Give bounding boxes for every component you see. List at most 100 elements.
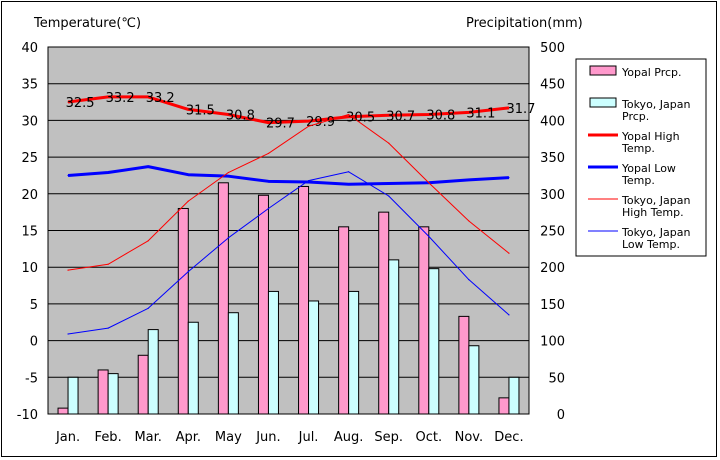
line-point — [107, 263, 109, 265]
line-point — [348, 183, 350, 185]
line-point — [107, 96, 109, 98]
legend-label: Temp. — [621, 142, 655, 155]
bar — [348, 290, 360, 415]
line-point — [508, 177, 510, 179]
line-point — [348, 116, 350, 118]
legend-label: High Temp. — [622, 206, 684, 219]
line-point — [388, 195, 390, 197]
line-point — [187, 271, 189, 273]
bar — [468, 345, 480, 415]
line-point — [508, 252, 510, 254]
bar — [147, 329, 159, 415]
line-point — [428, 182, 430, 184]
data-label: 31.1 — [466, 106, 495, 121]
left-tick-label: 0 — [30, 335, 38, 350]
x-tick-label: Apr. — [176, 430, 201, 445]
right-tick-label: 150 — [540, 298, 565, 313]
line-point — [147, 96, 149, 98]
x-tick-label: Jan. — [55, 430, 80, 445]
legend-label: Temp. — [621, 174, 655, 187]
series-line — [67, 165, 510, 186]
right-axis-title: Precipitation(mm) — [466, 16, 583, 31]
line-point — [67, 101, 69, 103]
bar — [97, 369, 109, 415]
bar — [338, 226, 350, 415]
bar — [388, 259, 400, 415]
bar — [298, 185, 310, 415]
line-point — [67, 333, 69, 335]
bar — [428, 268, 440, 415]
line-point — [187, 174, 189, 176]
line-point — [307, 120, 310, 122]
left-tick-label: 25 — [21, 151, 38, 166]
legend-label: Tokyo, Japan — [621, 194, 690, 207]
x-tick-label: Feb. — [95, 430, 122, 445]
line-point — [348, 171, 350, 173]
line-point — [227, 237, 229, 239]
right-tick-label: 0 — [557, 408, 565, 423]
data-label: 30.5 — [346, 111, 375, 126]
line-point — [428, 235, 430, 237]
line-point — [267, 152, 270, 155]
line-point — [388, 142, 390, 144]
bar — [267, 290, 279, 415]
line-point — [147, 166, 149, 168]
bar — [458, 315, 470, 415]
legend-label: Tokyo, Japan — [621, 98, 690, 111]
left-tick-label: 20 — [21, 188, 38, 203]
right-tick-label: 350 — [540, 151, 565, 166]
legend-label: Prcp. — [622, 110, 649, 123]
left-tick-label: 30 — [21, 114, 38, 129]
line-point — [508, 314, 510, 316]
bar — [378, 211, 390, 415]
line-point — [388, 182, 390, 185]
right-tick-label: 400 — [540, 114, 565, 129]
right-tick-label: 250 — [540, 225, 565, 240]
plot-area: 4035302520151050-5-105004504003503002502… — [17, 41, 565, 445]
left-tick-label: -10 — [17, 408, 38, 423]
data-label: 31.7 — [506, 102, 535, 117]
x-tick-label: Dec. — [494, 430, 523, 445]
line-point — [428, 113, 430, 116]
bar — [308, 300, 320, 415]
line-point — [307, 181, 310, 183]
data-label: 32.5 — [66, 96, 95, 111]
right-tick-label: 450 — [540, 78, 565, 93]
line-point — [307, 179, 310, 182]
line-point — [348, 113, 350, 116]
line-point — [388, 114, 390, 116]
line-point — [107, 327, 109, 329]
left-tick-label: 5 — [30, 298, 38, 313]
legend-box — [575, 58, 707, 257]
line-point — [468, 220, 470, 222]
right-tick-label: 100 — [540, 335, 565, 350]
line-point — [187, 200, 189, 202]
data-label: 30.8 — [226, 109, 255, 124]
legend-swatch — [589, 97, 617, 108]
x-tick-label: May — [215, 430, 242, 445]
data-label: 33.2 — [146, 91, 175, 106]
x-tick-label: Jun. — [255, 430, 280, 445]
data-label: 33.2 — [106, 91, 135, 106]
right-tick-label: 200 — [540, 261, 565, 276]
left-tick-label: -5 — [25, 371, 38, 386]
legend-swatch — [589, 65, 617, 76]
data-label: 31.5 — [186, 103, 215, 118]
line-point — [147, 240, 149, 242]
line-point — [307, 125, 310, 127]
left-tick-label: 10 — [21, 261, 38, 276]
bar — [187, 321, 199, 415]
data-label: 29.7 — [266, 117, 295, 132]
line-point — [227, 175, 229, 177]
bar — [418, 226, 430, 415]
bar — [508, 376, 520, 415]
legend-label: Low Temp. — [622, 238, 680, 251]
bar — [67, 376, 79, 415]
bar — [227, 312, 239, 415]
line-point — [67, 174, 69, 177]
line-point — [267, 207, 270, 210]
right-tick-label: 500 — [540, 41, 565, 56]
line-point — [468, 179, 470, 181]
